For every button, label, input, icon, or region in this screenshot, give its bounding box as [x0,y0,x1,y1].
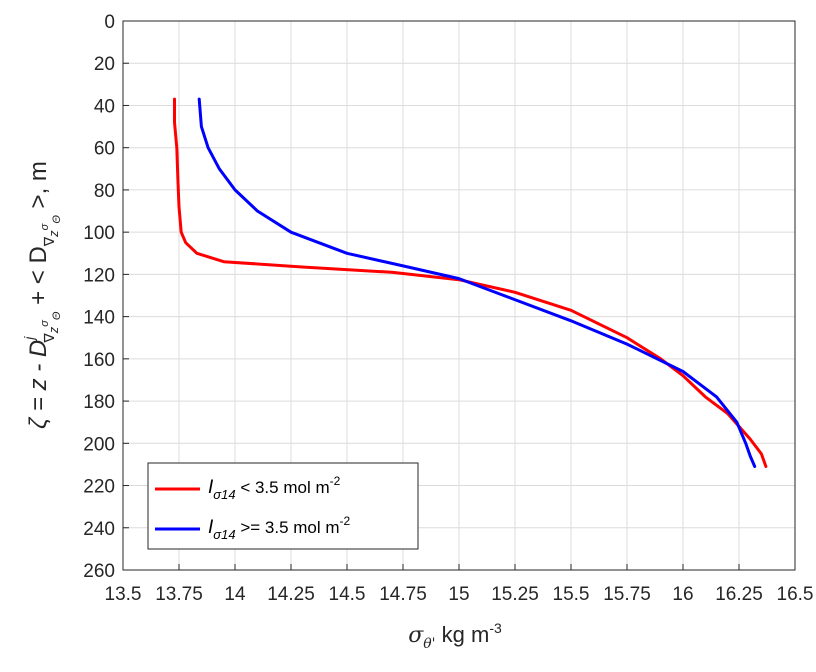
x-tick-label: 15.5 [553,584,590,605]
y-tick-label: 260 [83,561,115,582]
y-title-p1: ζ = z - D [25,340,52,429]
y-tick-label: 240 [83,519,115,540]
legend-label-blue-sub: σ14 [213,527,235,542]
x-tick-label: 16.25 [715,584,763,605]
x-tick-label: 13.75 [155,584,203,605]
y-axis-title: ζ = z - Dj ∇zσΘ + < D∇zσΘ >, m [21,161,63,429]
legend-label-red-text: < 3.5 mol m [236,478,330,497]
y-tick-label: 40 [94,96,115,117]
x-tick-label: 15.25 [491,584,539,605]
x-title-symbol: σ [408,623,424,648]
x-title-sub: θ' [423,636,435,652]
y-tick-label: 100 [83,223,115,244]
legend-label-red-sub: σ14 [213,487,235,502]
legend-label-red-main: I [208,477,214,498]
x-title-sup: -3 [489,620,502,636]
y-tick-label: 80 [94,181,115,202]
y-tick-label: 60 [94,139,115,160]
x-axis-title: σθ' kg m-3 [408,620,502,652]
y-title-p1-sub: ∇ [41,333,57,344]
x-tick-label: 14.25 [267,584,315,605]
y-tick-label: 160 [83,350,115,371]
x-title-rest: kg m [436,622,490,647]
y-title-p1-sub2sup: σ [39,320,51,327]
legend: Iσ14 < 3.5 mol m-2 Iσ14 >= 3.5 mol m-2 [147,462,419,550]
x-tick-label: 16 [672,584,693,605]
legend-label-blue-text: >= 3.5 mol m [236,518,340,537]
x-tick-label: 14.75 [379,584,427,605]
y-title-p2: + < D [25,246,52,311]
y-title-p2-sub2sup: σ [39,223,51,230]
x-axis: 13.5 13.75 14 14.25 14.5 14.75 15 15.25 15.5 15.7… [105,564,814,605]
y-title-p1-sub2: z [46,326,61,334]
y-tick-label: 140 [83,308,115,329]
x-tick-label: 13.5 [105,584,142,605]
y-tick-label: 120 [83,265,115,286]
legend-label-red-sup: -2 [330,474,341,488]
y-title-p2-sub2: z [46,230,61,238]
y-tick-label: 200 [83,434,115,455]
y-title-p2-sub3: Θ [51,215,63,224]
series-line-blue [197,97,757,468]
y-title-p3: >, m [25,161,52,215]
legend-label-blue-sup: -2 [340,514,351,528]
y-tick-label: 20 [94,54,115,75]
y-tick-label: 220 [83,477,115,498]
legend-label-blue: Iσ14 >= 3.5 mol m-2 [208,514,351,542]
legend-label-red: Iσ14 < 3.5 mol m-2 [208,474,341,502]
series-group [173,97,768,468]
y-axis: 0 20 40 60 80 100 120 140 160 180 200 220 240 260 [83,12,129,582]
x-tick-label: 15.75 [603,584,651,605]
y-title-p1-sup: j [21,336,37,342]
series-line-red [173,97,768,468]
x-tick-label: 16.5 [777,584,814,605]
y-tick-label: 180 [83,392,115,413]
x-tick-label: 14.5 [329,584,366,605]
y-title-p2-sub: ∇ [41,236,57,247]
legend-box [147,462,419,550]
y-tick-label: 0 [104,12,115,33]
x-tick-label: 15 [448,584,469,605]
legend-label-blue-main: I [208,517,214,538]
y-title-p1-sub3: Θ [51,311,63,320]
x-tick-label: 14 [224,584,246,605]
